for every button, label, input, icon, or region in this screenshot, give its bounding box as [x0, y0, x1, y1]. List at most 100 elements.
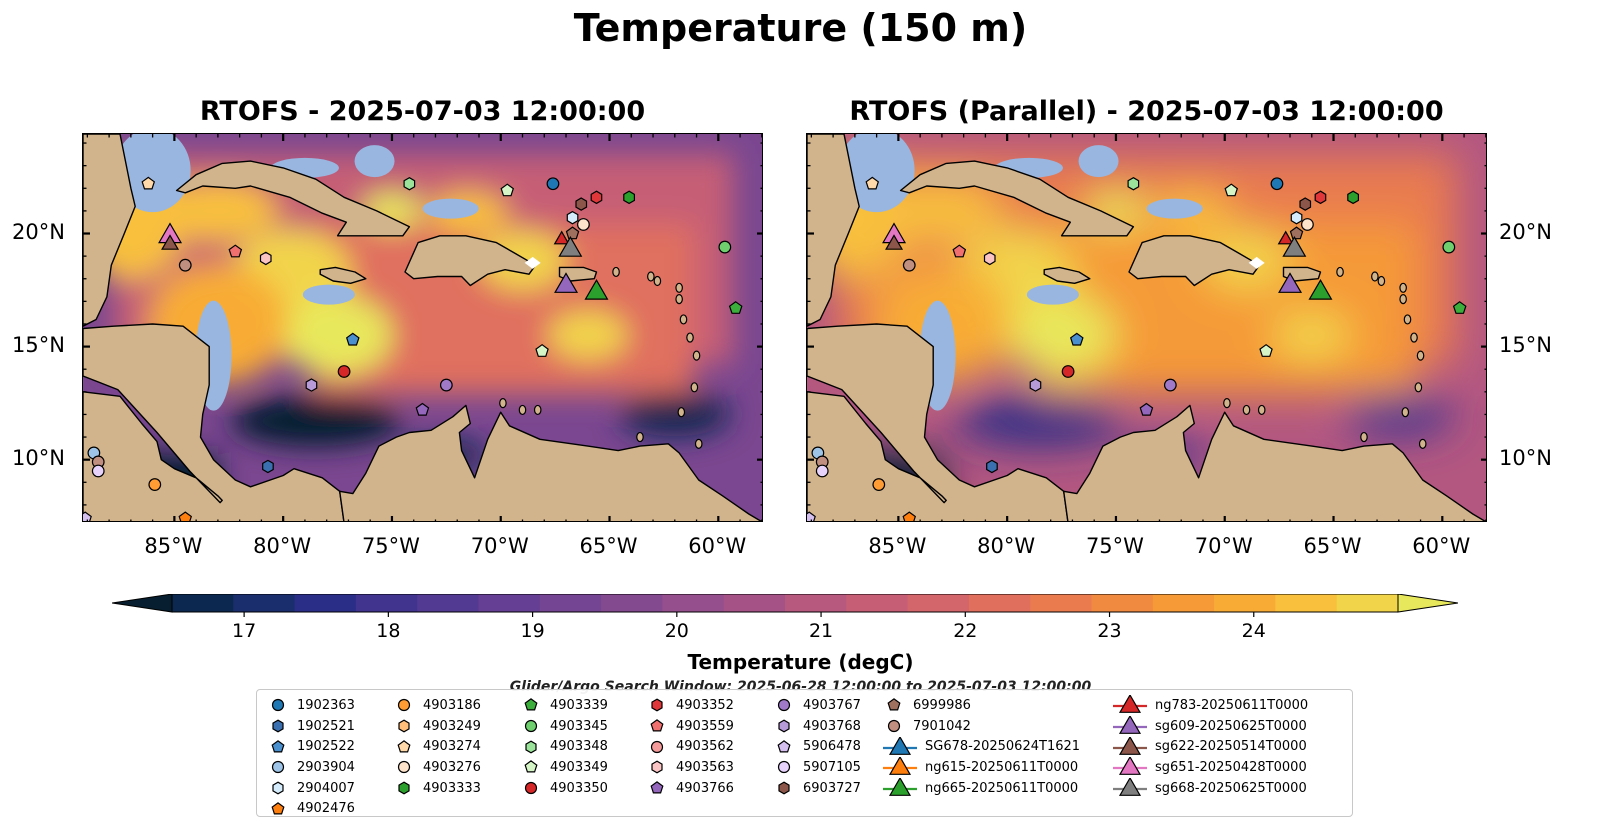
- legend-float-marker[interactable]: [887, 719, 901, 733]
- glider-sg668-20250625T0000[interactable]: [558, 235, 583, 257]
- float-5907105[interactable]: [91, 464, 105, 478]
- legend-float-marker[interactable]: [650, 719, 664, 732]
- float-4903349[interactable]: [535, 343, 549, 357]
- legend-float-marker[interactable]: [524, 719, 538, 733]
- float-4903559[interactable]: [952, 244, 967, 258]
- legend-float-marker[interactable]: [777, 739, 791, 753]
- map-panel-rtofs-parallel[interactable]: [806, 133, 1487, 522]
- float-6999986[interactable]: [565, 226, 580, 240]
- float-4903352[interactable]: [1314, 190, 1327, 205]
- legend-float-marker[interactable]: [778, 781, 790, 795]
- legend-float-marker[interactable]: [271, 761, 285, 774]
- float-4903186[interactable]: [148, 478, 162, 491]
- legend-float-marker[interactable]: [778, 719, 790, 733]
- float-1902363[interactable]: [1270, 177, 1284, 191]
- legend-float-marker[interactable]: [397, 761, 411, 774]
- float-4903768[interactable]: [305, 378, 318, 392]
- legend-glider-marker[interactable]: [1118, 757, 1142, 776]
- glider-sg668-20250625T0000[interactable]: [1282, 235, 1307, 257]
- legend-glider-marker[interactable]: [1118, 778, 1142, 796]
- float-4903349[interactable]: [1224, 183, 1239, 197]
- legend-float-marker[interactable]: [651, 698, 663, 712]
- float-4902476[interactable]: [178, 511, 193, 522]
- float-4903348[interactable]: [1127, 177, 1140, 191]
- float-4903563[interactable]: [983, 251, 996, 266]
- legend-float-marker[interactable]: [271, 699, 285, 712]
- float-5906478[interactable]: [807, 511, 816, 522]
- float-4903274[interactable]: [141, 176, 156, 190]
- float-5906478[interactable]: [83, 511, 92, 522]
- float-2904007[interactable]: [566, 210, 579, 225]
- float-4903349[interactable]: [1259, 343, 1273, 357]
- legend-float-marker[interactable]: [525, 740, 537, 754]
- legend-glider-marker[interactable]: [888, 736, 912, 755]
- float-6999986[interactable]: [1289, 226, 1304, 240]
- legend-float-marker[interactable]: [271, 739, 285, 753]
- glider-sg622-20250514T0000[interactable]: [885, 234, 904, 250]
- float-4903768[interactable]: [1029, 378, 1042, 392]
- legend-glider-marker[interactable]: [1118, 695, 1142, 714]
- legend-float-marker[interactable]: [398, 781, 410, 795]
- legend-float-marker[interactable]: [398, 719, 410, 733]
- float-4903274[interactable]: [865, 176, 880, 190]
- float-1902522[interactable]: [345, 332, 360, 346]
- legend-float-marker[interactable]: [272, 781, 284, 795]
- float-1902363[interactable]: [546, 177, 560, 191]
- legend-float-marker[interactable]: [524, 760, 538, 773]
- float-4903767[interactable]: [1163, 378, 1177, 392]
- float-4903563[interactable]: [259, 251, 272, 266]
- float-1902521[interactable]: [262, 459, 274, 474]
- legend-float-marker[interactable]: [524, 698, 538, 711]
- float-5907105[interactable]: [815, 464, 829, 478]
- glider-sg609-20250625T0000[interactable]: [1278, 272, 1303, 293]
- legend-float-marker[interactable]: [272, 719, 284, 733]
- float-4903186[interactable]: [872, 478, 886, 491]
- legend-float-marker[interactable]: [650, 781, 664, 794]
- float-4903348[interactable]: [403, 177, 416, 191]
- legend-float-marker[interactable]: [777, 761, 791, 774]
- float-2904007[interactable]: [1290, 210, 1303, 225]
- legend-glider-marker[interactable]: [888, 757, 912, 776]
- glider-sg622-20250514T0000[interactable]: [161, 234, 180, 250]
- glider-ng665-20250611T0000[interactable]: [584, 279, 609, 300]
- float-4903345[interactable]: [718, 240, 732, 254]
- glider-sg609-20250625T0000[interactable]: [554, 272, 579, 293]
- legend-glider-marker[interactable]: [1118, 736, 1142, 755]
- float-4903349[interactable]: [500, 183, 515, 197]
- legend-float-marker[interactable]: [397, 699, 411, 712]
- float-4903766[interactable]: [1139, 402, 1154, 416]
- float-1902522[interactable]: [1069, 332, 1084, 346]
- float-6903727[interactable]: [575, 197, 588, 211]
- legend-glider-marker[interactable]: [1118, 716, 1142, 734]
- float-7901042[interactable]: [178, 258, 192, 272]
- float-4903339[interactable]: [728, 301, 743, 314]
- legend-float-marker[interactable]: [777, 699, 791, 712]
- float-4903559[interactable]: [228, 244, 243, 258]
- float-4903276[interactable]: [577, 218, 590, 231]
- float-4903766[interactable]: [415, 402, 430, 416]
- legend-float-marker[interactable]: [397, 739, 411, 753]
- float-4903767[interactable]: [439, 378, 453, 392]
- float-4903333[interactable]: [623, 190, 636, 205]
- legend-float-marker[interactable]: [650, 740, 664, 753]
- float-7901042[interactable]: [902, 258, 916, 272]
- legend-float-marker[interactable]: [271, 801, 285, 815]
- float-4903333[interactable]: [1347, 190, 1360, 205]
- legend-glider-marker[interactable]: [888, 778, 912, 796]
- float-4903345[interactable]: [1442, 240, 1456, 254]
- float-4902476[interactable]: [902, 511, 917, 522]
- glider-ng665-20250611T0000[interactable]: [1308, 279, 1333, 300]
- legend-float-marker[interactable]: [887, 698, 901, 711]
- float-4903350[interactable]: [1061, 365, 1075, 378]
- legend-float-marker[interactable]: [651, 760, 663, 774]
- glider-ng783-20250611T0000[interactable]: [1277, 230, 1294, 245]
- map-panel-rtofs[interactable]: [82, 133, 763, 522]
- legend-float-marker[interactable]: [524, 781, 538, 795]
- float-1902521[interactable]: [986, 459, 998, 474]
- glider-ng783-20250611T0000[interactable]: [553, 230, 570, 245]
- float-4903276[interactable]: [1301, 218, 1314, 231]
- float-4903352[interactable]: [590, 190, 603, 205]
- float-4903350[interactable]: [337, 365, 351, 378]
- float-4903339[interactable]: [1452, 301, 1467, 314]
- float-6903727[interactable]: [1299, 197, 1312, 211]
